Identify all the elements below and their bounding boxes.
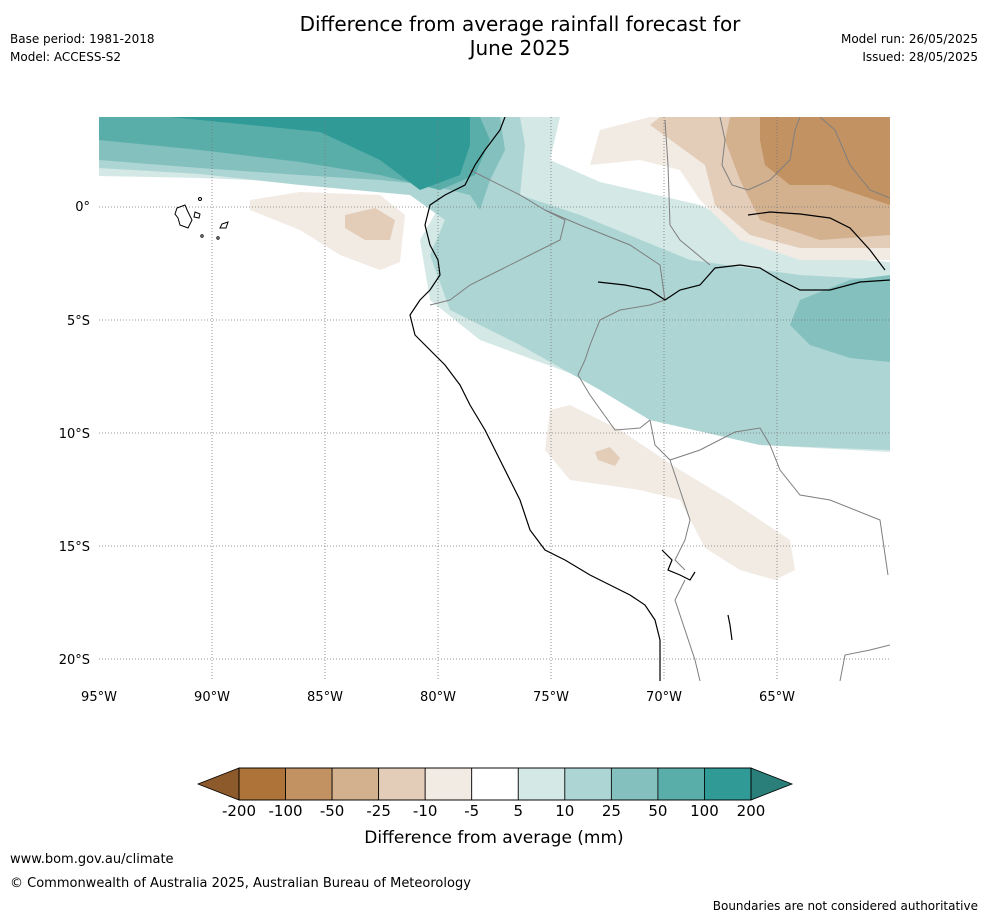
dry-anomaly-10-25-south [595, 447, 620, 466]
lon-label-75w: 75°W [533, 690, 569, 705]
lat-label-15s: 15°S [59, 540, 90, 555]
title-line-2: June 2025 [469, 36, 571, 60]
lon-label-85w: 85°W [307, 690, 343, 705]
colorbar-label: 50 [648, 802, 667, 820]
lat-label-20s: 20°S [59, 653, 90, 668]
colorbar-segment [238, 767, 286, 801]
lat-label-10s: 10°S [59, 427, 90, 442]
wet-anomaly-100-200-north [170, 117, 470, 190]
colorbar-segment [564, 767, 612, 801]
dry-anomaly-10-25-pacific [345, 208, 395, 240]
lat-tick-labels: 0° 5°S 10°S 15°S 20°S [59, 200, 90, 668]
colorbar-segment [471, 767, 519, 801]
colorbar-label: -10 [413, 802, 438, 820]
meta-right: Model run: 26/05/2025 Issued: 28/05/2025 [841, 30, 978, 66]
colorbar: -200 -100 -50 -25 -10 -5 5 10 25 50 100 200 Differe… [196, 767, 794, 848]
colorbar-segments [238, 767, 752, 801]
colorbar-label: 200 [737, 802, 766, 820]
colorbar-labels: -200 -100 -50 -25 -10 -5 5 10 25 50 100 200 [222, 802, 765, 820]
base-period-text: Base period: 1981-2018 [10, 32, 155, 46]
title-line-1: Difference from average rainfall forecas… [299, 12, 741, 36]
dry-anomaly-50-100-northeast [760, 117, 890, 205]
colorbar-label: -5 [464, 802, 479, 820]
lon-label-95w: 95°W [81, 690, 117, 705]
colorbar-outline [238, 767, 752, 801]
graticule [99, 117, 890, 681]
lat-label-5s: 5°S [67, 314, 90, 329]
colorbar-label: -50 [320, 802, 345, 820]
colorbar-label: -25 [366, 802, 391, 820]
colorbar-segment [517, 767, 566, 801]
footer-url[interactable]: www.bom.gov.au/climate [10, 852, 174, 867]
colorbar-segment [331, 767, 380, 801]
lon-label-80w: 80°W [420, 690, 456, 705]
issued-text: Issued: 28/05/2025 [862, 50, 978, 64]
wet-anomaly-25-50-east [790, 275, 890, 362]
model-run-text: Model run: 26/05/2025 [840, 32, 978, 46]
colorbar-segment [424, 767, 473, 801]
colorbar-label: 10 [555, 802, 574, 820]
lon-tick-labels: 95°W 90°W 85°W 80°W 75°W 70°W 65°W [81, 690, 795, 705]
colorbar-label: -200 [222, 802, 256, 820]
map-title: Difference from average rainfall forecas… [240, 12, 800, 60]
model-text: Model: ACCESS-S2 [10, 50, 122, 64]
country-boundaries [429, 117, 890, 681]
lon-label-70w: 70°W [646, 690, 682, 705]
galapagos-islands [174, 197, 229, 240]
footer-copyright: © Commonwealth of Australia 2025, Austra… [10, 876, 471, 891]
colorbar-title: Difference from average (mm) [364, 828, 623, 848]
colorbar-label: 100 [690, 802, 719, 820]
colorbar-label: 25 [602, 802, 621, 820]
lon-label-65w: 65°W [759, 690, 795, 705]
wet-anomaly-10-25-north [99, 117, 890, 450]
colorbar-under-arrow [196, 767, 240, 801]
colorbar-segment [657, 767, 705, 801]
rainfall-map [99, 117, 890, 681]
lon-label-90w: 90°W [194, 690, 230, 705]
colorbar-label: 5 [513, 802, 523, 820]
meta-left: Base period: 1981-2018 Model: ACCESS-S2 [10, 30, 155, 66]
colorbar-over-arrow [750, 767, 794, 801]
colorbar-segment [704, 767, 752, 801]
footer-note: Boundaries are not considered authoritat… [712, 899, 978, 913]
colorbar-segment [610, 767, 659, 801]
colorbar-label: -100 [269, 802, 303, 820]
colorbar-segment [378, 767, 426, 801]
coastlines [409, 117, 890, 681]
lat-label-0: 0° [75, 200, 90, 215]
colorbar-segment [285, 767, 333, 801]
